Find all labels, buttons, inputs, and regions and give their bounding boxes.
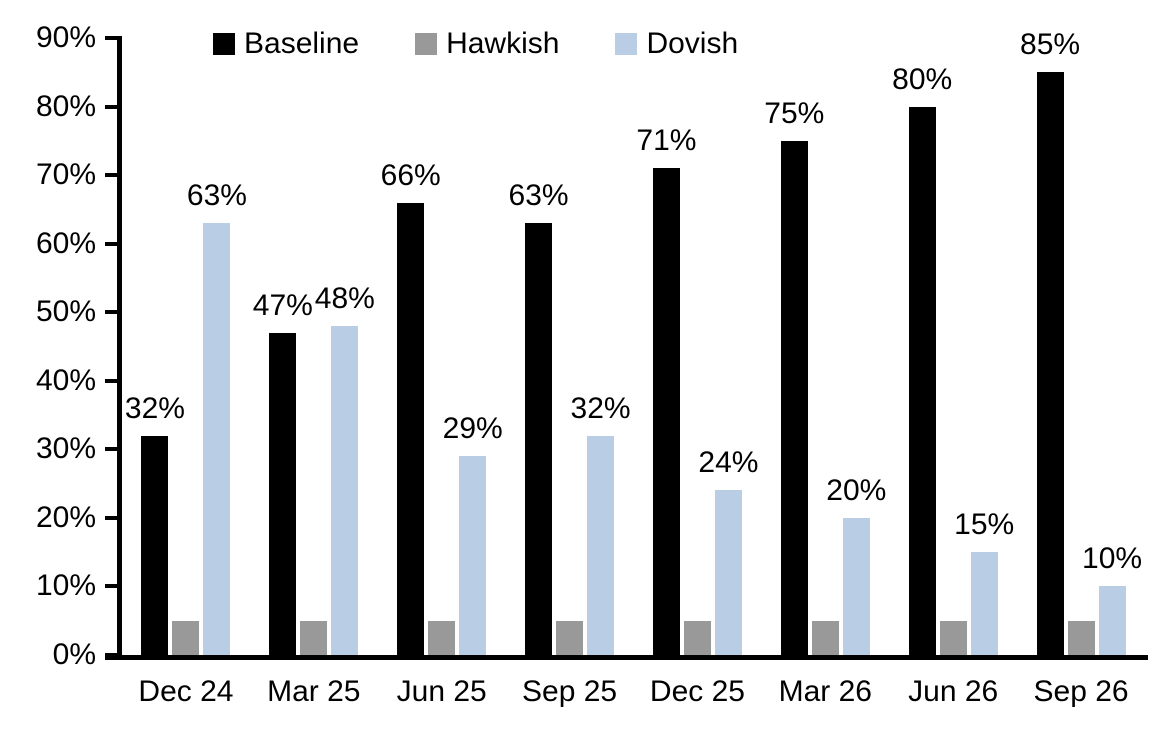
y-axis-tick [105,653,118,657]
legend-item-baseline: Baseline [213,26,359,62]
legend-swatch-icon [415,33,438,55]
x-axis-category-label: Mar 25 [267,675,361,708]
data-label-baseline-dec-24: 32% [124,391,185,425]
y-axis-tick-label: 60% [35,226,96,260]
bar-hawkish-mar-26 [811,620,839,655]
bar-hawkish-dec-25 [683,620,711,655]
y-axis-tick-label: 10% [35,569,96,603]
data-label-dovish-sep-26: 10% [1082,542,1143,576]
data-label-baseline-sep-25: 63% [508,179,569,213]
legend-label: Baseline [244,27,360,60]
x-axis-category-label: Sep 26 [1033,675,1129,708]
bar-dovish-sep-26 [1098,586,1126,655]
data-label-dovish-dec-25: 24% [698,446,759,480]
data-label-baseline-jun-25: 66% [380,158,441,192]
bar-hawkish-mar-25 [300,620,328,655]
x-axis-category-label: Jun 26 [908,675,999,708]
x-axis-category-label: Mar 26 [778,675,872,708]
x-axis-category-label: Sep 25 [522,675,618,708]
y-axis-tick-label: 50% [35,295,96,329]
y-axis-tick [105,173,118,178]
bar-hawkish-jun-25 [428,620,456,655]
bar-baseline-dec-25 [652,168,680,655]
legend-swatch-icon [615,33,638,55]
y-axis-tick [105,584,118,589]
y-axis-tick-label: 80% [35,89,96,123]
bar-baseline-jun-25 [397,202,425,655]
bar-dovish-dec-24 [203,223,231,655]
bar-dovish-dec-25 [714,490,742,655]
x-axis-line [105,655,1148,660]
data-label-dovish-sep-25: 32% [570,391,631,425]
y-axis-line [117,36,122,660]
bar-baseline-jun-26 [908,106,936,655]
y-axis-tick-label: 20% [35,500,96,534]
chart-legend: Baseline Hawkish Dovish [213,26,738,62]
bar-baseline-sep-25 [525,223,553,655]
bar-dovish-mar-26 [842,517,870,655]
plot-area: 32% 63% 47% 48% 66% 29% 63% 32% 71% 24% 75% 20% 80% 1… [122,28,1145,655]
y-axis-tick [105,310,118,315]
y-axis-tick [105,241,118,246]
x-axis-category-label: Dec 24 [138,675,234,708]
bar-baseline-sep-26 [1036,72,1064,655]
y-axis-tick [105,104,118,109]
y-axis-tick [105,378,118,383]
y-axis-tick-label: 0% [52,638,96,671]
y-axis-tick-label: 40% [35,363,96,397]
x-axis-category-label: Jun 25 [396,675,487,708]
y-axis-tick-label: 90% [35,21,96,54]
bar-baseline-dec-24 [141,435,169,655]
legend-label: Dovish [646,27,739,60]
data-label-baseline-dec-25: 71% [636,124,697,158]
x-axis-category-label: Dec 25 [649,675,745,708]
data-label-dovish-dec-24: 63% [186,179,247,213]
bar-baseline-mar-25 [269,332,297,655]
bar-hawkish-sep-26 [1067,620,1095,655]
legend-item-hawkish: Hawkish [415,26,559,62]
data-label-dovish-jun-25: 29% [442,412,503,446]
data-label-dovish-mar-26: 20% [826,473,887,507]
bar-hawkish-dec-24 [172,620,200,655]
y-axis-tick [105,36,118,40]
data-label-baseline-mar-26: 75% [764,96,825,130]
bar-dovish-jun-25 [459,456,487,655]
legend-item-dovish: Dovish [615,26,738,62]
legend-label: Hawkish [446,27,560,60]
y-axis-tick [105,515,118,520]
data-label-baseline-mar-25: 47% [252,288,313,322]
data-label-dovish-mar-25: 48% [314,281,375,315]
bar-hawkish-jun-26 [939,620,967,655]
y-axis-tick [105,447,118,452]
data-label-dovish-jun-26: 15% [954,508,1015,542]
bar-dovish-mar-25 [331,325,359,655]
y-axis-tick-label: 30% [35,432,96,466]
y-axis-tick-label: 70% [35,158,96,192]
legend-swatch-icon [213,33,235,55]
data-label-baseline-sep-26: 85% [1020,28,1081,62]
bar-baseline-mar-26 [780,140,808,655]
data-label-baseline-jun-26: 80% [892,62,953,96]
bar-dovish-jun-26 [970,552,998,655]
bar-hawkish-sep-25 [556,620,584,655]
bar-dovish-sep-25 [587,435,615,655]
